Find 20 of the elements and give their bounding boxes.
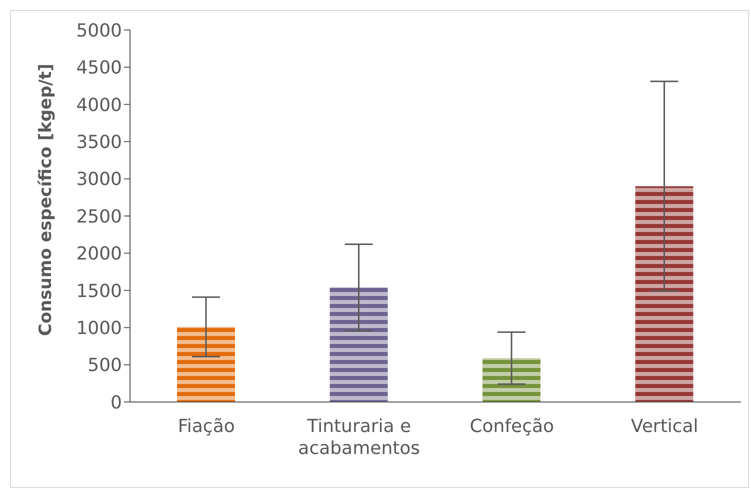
x-tick-label: Confeção (470, 416, 554, 437)
y-tick-label: 4500 (76, 58, 122, 79)
bar (635, 186, 694, 402)
bar (482, 358, 540, 402)
y-tick-label: 0 (110, 392, 122, 414)
y-tick-label: 1500 (76, 280, 122, 302)
y-tick-label: 1000 (76, 318, 122, 339)
y-tick-label: 500 (88, 355, 122, 376)
y-tick-label: 2500 (76, 206, 122, 228)
y-tick-label: 4000 (76, 94, 122, 116)
x-tick-label: Vertical (630, 416, 698, 437)
y-axis-title: Consumo específico [kgep/t] (36, 64, 56, 336)
y-tick-label: 2000 (76, 244, 122, 265)
x-tick-label: Tinturaria e acabamentos (298, 416, 420, 459)
bar (330, 287, 388, 402)
y-tick-label: 3000 (76, 169, 122, 190)
y-tick-label: 5000 (76, 20, 122, 42)
y-tick-label: 3500 (76, 132, 122, 153)
x-tick-label: Fiação (178, 416, 235, 437)
bar (177, 326, 235, 402)
